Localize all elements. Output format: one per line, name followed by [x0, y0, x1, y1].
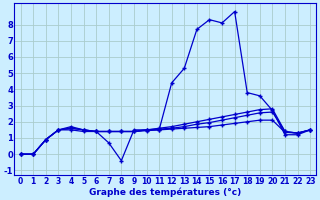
- X-axis label: Graphe des températures (°c): Graphe des températures (°c): [89, 187, 242, 197]
